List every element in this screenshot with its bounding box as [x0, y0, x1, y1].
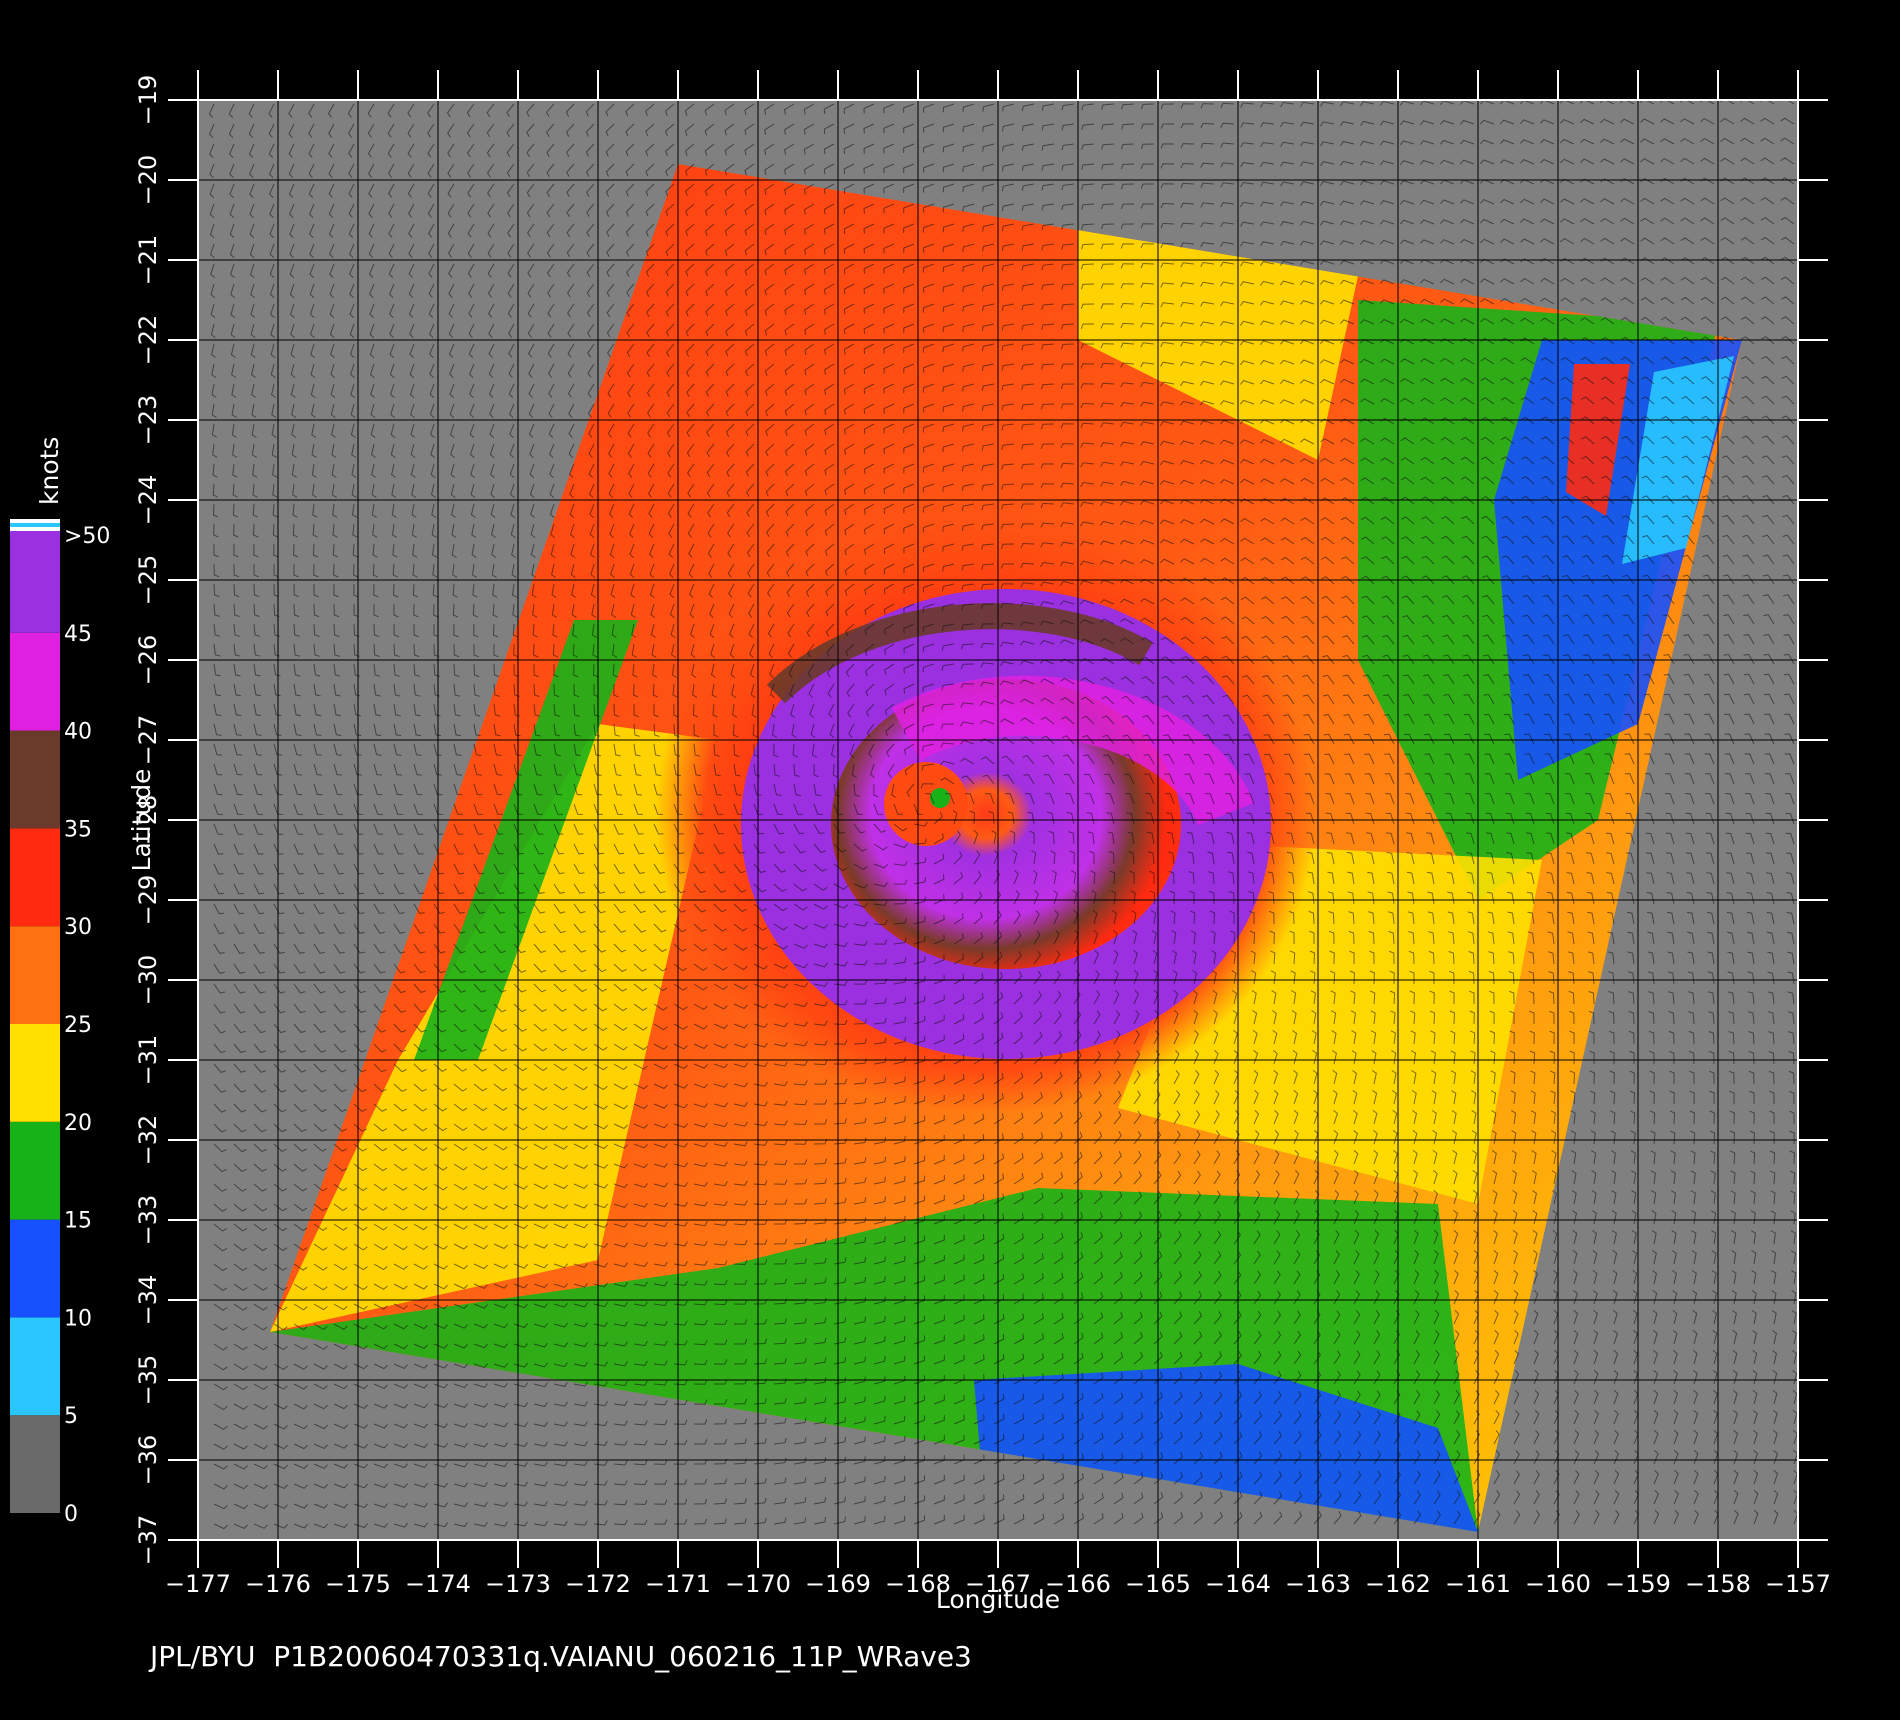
colorbar-bin	[10, 926, 60, 1024]
x-tick-label: −177	[165, 1570, 231, 1598]
colorbar-label: >50	[64, 524, 110, 549]
y-tick-label: −36	[134, 1435, 162, 1486]
colorbar-unit: knots	[35, 437, 64, 505]
colorbar-bin	[10, 1415, 60, 1513]
colorbar-bin	[10, 535, 60, 633]
y-tick-label: −31	[134, 1035, 162, 1086]
scatterometer-swath	[270, 164, 1742, 1532]
storm-eye-center	[930, 788, 950, 808]
colorbar-label: 40	[64, 720, 92, 745]
storm-vortex	[656, 514, 1316, 1114]
axes: −177 −176 −175 −174 −173 −172 −171 −170 −169 −168…	[134, 70, 1831, 1598]
x-tick-label: −162	[1365, 1570, 1431, 1598]
colorbar-label: 45	[64, 622, 92, 647]
swath-zone-west-green	[414, 620, 638, 1060]
x-tick-label: −170	[725, 1570, 791, 1598]
x-tick-label: −174	[405, 1570, 471, 1598]
y-tick-label: −25	[134, 555, 162, 606]
colorbar-label: 25	[64, 1013, 92, 1038]
x-tick-label: −176	[245, 1570, 311, 1598]
y-tick-label: −33	[134, 1195, 162, 1246]
x-tick-label: −161	[1445, 1570, 1511, 1598]
x-tick-label: −168	[885, 1570, 951, 1598]
colorbar-label: 15	[64, 1209, 92, 1234]
y-tick-label: −23	[134, 395, 162, 446]
y-tick-label: −29	[134, 875, 162, 926]
y-tick-label: −22	[134, 315, 162, 366]
swath-zone-east-cyan	[1622, 356, 1734, 564]
colorbar-label: 30	[64, 915, 92, 940]
lat-lon-grid	[198, 100, 1798, 1540]
colorbar-bin	[10, 1219, 60, 1318]
colorbar-label: 5	[64, 1404, 78, 1429]
colorbar-bin	[10, 1317, 60, 1416]
colorbar-label: 20	[64, 1111, 92, 1136]
storm-brown-band	[766, 603, 1153, 704]
colorbar-label: 0	[64, 1502, 78, 1527]
x-tick-label: −167	[965, 1570, 1031, 1598]
colorbar-cap	[10, 523, 60, 527]
colorbar-bin	[10, 1121, 60, 1220]
y-tick-label: −26	[134, 635, 162, 686]
x-tick-label: −159	[1605, 1570, 1671, 1598]
colorbar-cap	[10, 531, 60, 535]
colorbar: >50 45 40 35 30 25 20 15 10 5 0	[10, 519, 110, 1527]
x-tick-label: −172	[565, 1570, 631, 1598]
colorbar-label: 10	[64, 1306, 92, 1331]
y-tick-label: −19	[134, 75, 162, 126]
colorbar-bin	[10, 730, 60, 829]
y-tick-label: −34	[134, 1275, 162, 1326]
colorbar-bin	[10, 1024, 60, 1122]
y-axis-title: Latitude	[127, 769, 156, 872]
x-tick-label: −173	[485, 1570, 551, 1598]
storm-eye	[884, 762, 968, 846]
storm-spiral-arm	[891, 675, 1254, 827]
y-tick-label: −37	[134, 1515, 162, 1566]
x-tick-label: −175	[325, 1570, 391, 1598]
colorbar-bin	[10, 828, 60, 927]
x-tick-label: −169	[805, 1570, 871, 1598]
x-tick-label: −163	[1285, 1570, 1351, 1598]
x-tick-label: −165	[1125, 1570, 1191, 1598]
x-tick-label: −158	[1685, 1570, 1751, 1598]
colorbar-cap	[10, 519, 60, 523]
y-tick-label: −28	[134, 795, 162, 846]
x-tick-label: −164	[1205, 1570, 1271, 1598]
y-tick-label: −32	[134, 1115, 162, 1166]
x-tick-label: −171	[645, 1570, 711, 1598]
x-axis-title: Longitude	[936, 1585, 1060, 1614]
y-tick-label: −21	[134, 235, 162, 286]
footer-caption: JPL/BYU P1B20060470331q.VAIANU_060216_11…	[150, 1640, 972, 1673]
x-tick-label: −160	[1525, 1570, 1591, 1598]
y-tick-label: −35	[134, 1355, 162, 1406]
storm-purple-band	[741, 589, 1271, 1059]
swath-zone-west-yellow	[270, 724, 718, 1332]
colorbar-bin	[10, 632, 60, 731]
y-tick-label: −30	[134, 955, 162, 1006]
y-tick-label: −24	[134, 475, 162, 526]
y-tick-label: −20	[134, 155, 162, 206]
y-tick-label: −27	[134, 715, 162, 766]
swath-zone-south-blue	[974, 1364, 1478, 1532]
x-tick-label: −157	[1765, 1570, 1831, 1598]
colorbar-label: 35	[64, 817, 92, 842]
x-tick-label: −166	[1045, 1570, 1111, 1598]
colorbar-cap	[10, 527, 60, 531]
